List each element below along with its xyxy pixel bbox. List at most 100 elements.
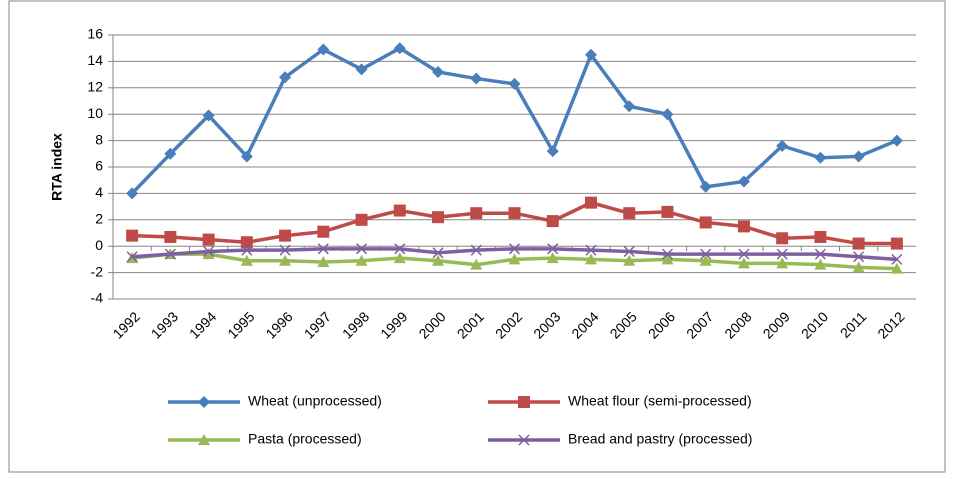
marker bbox=[470, 244, 482, 256]
marker bbox=[814, 230, 827, 243]
marker bbox=[393, 204, 406, 217]
marker bbox=[432, 65, 445, 78]
marker bbox=[623, 254, 636, 266]
y-tick-label: 10 bbox=[87, 105, 103, 121]
marker bbox=[814, 248, 826, 260]
y-tick-label: 6 bbox=[95, 158, 103, 174]
marker bbox=[356, 243, 368, 255]
marker bbox=[508, 207, 521, 220]
marker bbox=[508, 243, 521, 255]
marker bbox=[470, 72, 483, 85]
marker bbox=[776, 139, 789, 152]
marker bbox=[470, 207, 483, 220]
marker bbox=[776, 257, 789, 269]
marker bbox=[518, 434, 530, 446]
marker bbox=[432, 247, 444, 259]
marker bbox=[699, 180, 712, 193]
marker bbox=[164, 147, 177, 160]
marker bbox=[738, 248, 750, 260]
marker bbox=[890, 262, 903, 274]
marker bbox=[317, 43, 330, 56]
marker bbox=[699, 216, 712, 229]
marker bbox=[776, 232, 789, 245]
marker bbox=[164, 230, 177, 243]
marker bbox=[518, 396, 530, 408]
y-tick-label: 14 bbox=[87, 52, 103, 68]
marker bbox=[317, 256, 330, 268]
marker bbox=[432, 254, 445, 266]
marker bbox=[508, 77, 521, 90]
legend-label: Bread and pastry (processed) bbox=[568, 431, 752, 447]
marker bbox=[355, 63, 368, 76]
marker bbox=[508, 253, 521, 265]
marker bbox=[661, 205, 674, 218]
legend-label: Pasta (processed) bbox=[248, 431, 362, 447]
y-tick-label: 8 bbox=[95, 131, 103, 147]
y-tick-label: 16 bbox=[87, 26, 103, 42]
marker bbox=[202, 248, 215, 260]
marker bbox=[547, 243, 559, 255]
marker bbox=[126, 187, 139, 200]
marker bbox=[126, 251, 138, 263]
marker bbox=[585, 244, 597, 256]
marker bbox=[776, 248, 788, 260]
legend-label: Wheat flour (semi-processed) bbox=[568, 393, 752, 409]
y-tick-label: 12 bbox=[87, 79, 103, 95]
y-tick-label: 0 bbox=[95, 237, 103, 253]
marker bbox=[198, 396, 210, 408]
marker bbox=[661, 108, 674, 121]
marker bbox=[164, 248, 176, 260]
marker bbox=[279, 244, 291, 256]
marker bbox=[202, 233, 215, 246]
marker bbox=[432, 211, 445, 224]
marker bbox=[661, 253, 674, 265]
marker bbox=[317, 225, 330, 238]
marker bbox=[623, 245, 635, 258]
marker bbox=[202, 109, 215, 122]
marker bbox=[814, 258, 827, 270]
y-tick-label: 2 bbox=[95, 211, 103, 227]
marker bbox=[737, 257, 750, 269]
marker bbox=[584, 196, 597, 209]
marker bbox=[240, 236, 253, 249]
marker bbox=[279, 254, 292, 266]
marker bbox=[355, 254, 368, 266]
marker bbox=[737, 175, 750, 188]
marker bbox=[279, 71, 292, 84]
marker bbox=[584, 48, 597, 61]
marker bbox=[814, 151, 827, 164]
marker bbox=[393, 252, 406, 264]
marker bbox=[241, 244, 253, 256]
marker bbox=[700, 248, 712, 260]
marker bbox=[546, 252, 559, 264]
marker bbox=[394, 243, 406, 255]
y-axis-label: RTA index bbox=[49, 133, 65, 201]
y-tick-label: 4 bbox=[95, 184, 103, 200]
marker bbox=[623, 100, 636, 113]
marker bbox=[623, 207, 636, 220]
marker bbox=[584, 253, 597, 265]
marker bbox=[240, 254, 253, 266]
marker bbox=[198, 434, 210, 445]
marker bbox=[355, 213, 368, 226]
marker bbox=[126, 229, 139, 242]
legend-label: Wheat (unprocessed) bbox=[248, 393, 382, 409]
y-tick-label: -4 bbox=[91, 290, 104, 306]
marker bbox=[279, 229, 292, 242]
marker bbox=[699, 254, 712, 266]
marker bbox=[661, 248, 673, 260]
marker bbox=[853, 251, 865, 263]
marker bbox=[737, 220, 750, 233]
marker bbox=[852, 261, 865, 273]
marker bbox=[546, 145, 559, 158]
marker bbox=[891, 253, 903, 265]
marker bbox=[546, 215, 559, 228]
marker bbox=[240, 150, 253, 163]
marker bbox=[852, 237, 865, 250]
marker bbox=[203, 245, 215, 258]
marker bbox=[890, 237, 903, 250]
marker bbox=[852, 150, 865, 163]
marker bbox=[890, 134, 903, 147]
marker bbox=[393, 42, 406, 55]
